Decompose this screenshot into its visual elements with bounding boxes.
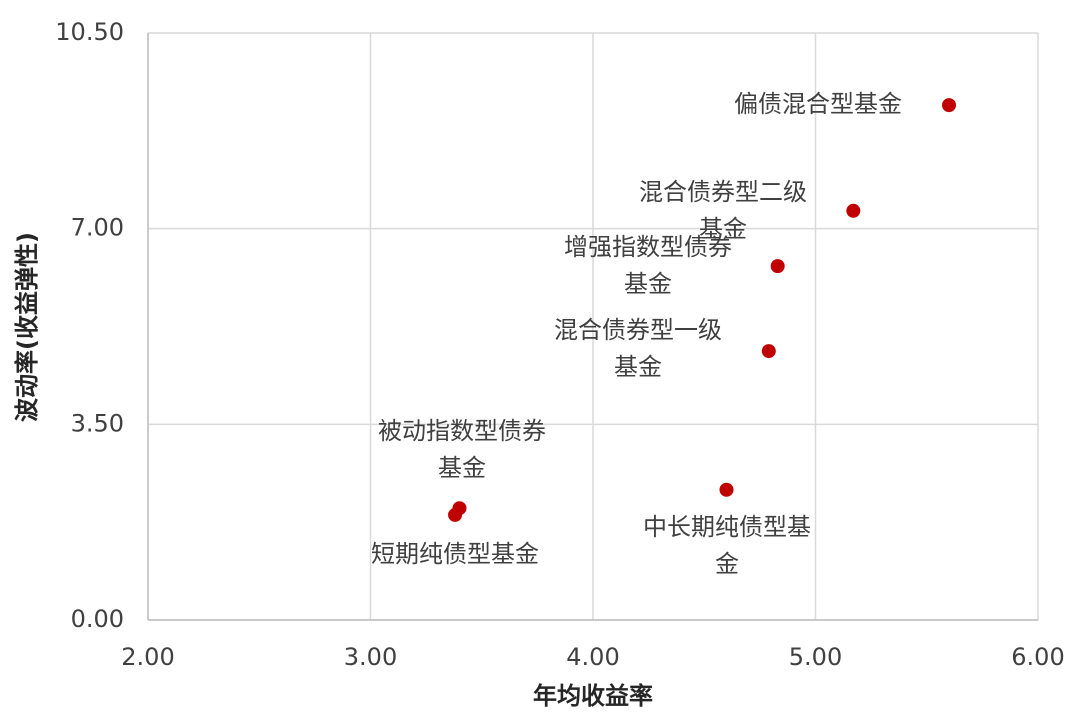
y-tick-label: 3.50 <box>71 409 124 437</box>
point-label: 基金 <box>624 270 672 298</box>
x-axis-title: 年均收益率 <box>533 682 653 710</box>
point-label: 基金 <box>438 454 486 482</box>
point-label: 基金 <box>699 215 747 243</box>
y-tick-label: 7.00 <box>71 214 124 242</box>
y-tick-label: 10.50 <box>55 18 124 46</box>
point-label: 短期纯债型基金 <box>371 540 539 568</box>
point-label: 被动指数型债券 <box>378 417 546 445</box>
x-tick-label: 6.00 <box>1011 643 1064 671</box>
point-label: 基金 <box>614 353 662 381</box>
point-label: 增强指数型债券 <box>564 233 732 261</box>
y-tick-label: 0.00 <box>71 605 124 633</box>
y-axis-title: 波动率(收益弹性) <box>13 232 41 422</box>
x-tick-label: 4.00 <box>566 643 619 671</box>
point <box>942 98 956 113</box>
x-tick-label: 2.00 <box>121 643 174 671</box>
x-tick-label: 3.00 <box>344 643 397 671</box>
point <box>846 203 861 218</box>
point <box>719 482 734 497</box>
point-label: 偏债混合型基金 <box>734 90 902 118</box>
point-label: 中长期纯债型基 <box>643 513 811 541</box>
point <box>761 344 776 359</box>
point-label: 混合债券型二级 <box>639 178 807 206</box>
point-label: 金 <box>715 550 739 578</box>
point <box>770 259 785 274</box>
x-tick-label: 5.00 <box>789 643 842 671</box>
point-label: 混合债券型一级 <box>554 316 722 344</box>
point <box>448 507 463 522</box>
